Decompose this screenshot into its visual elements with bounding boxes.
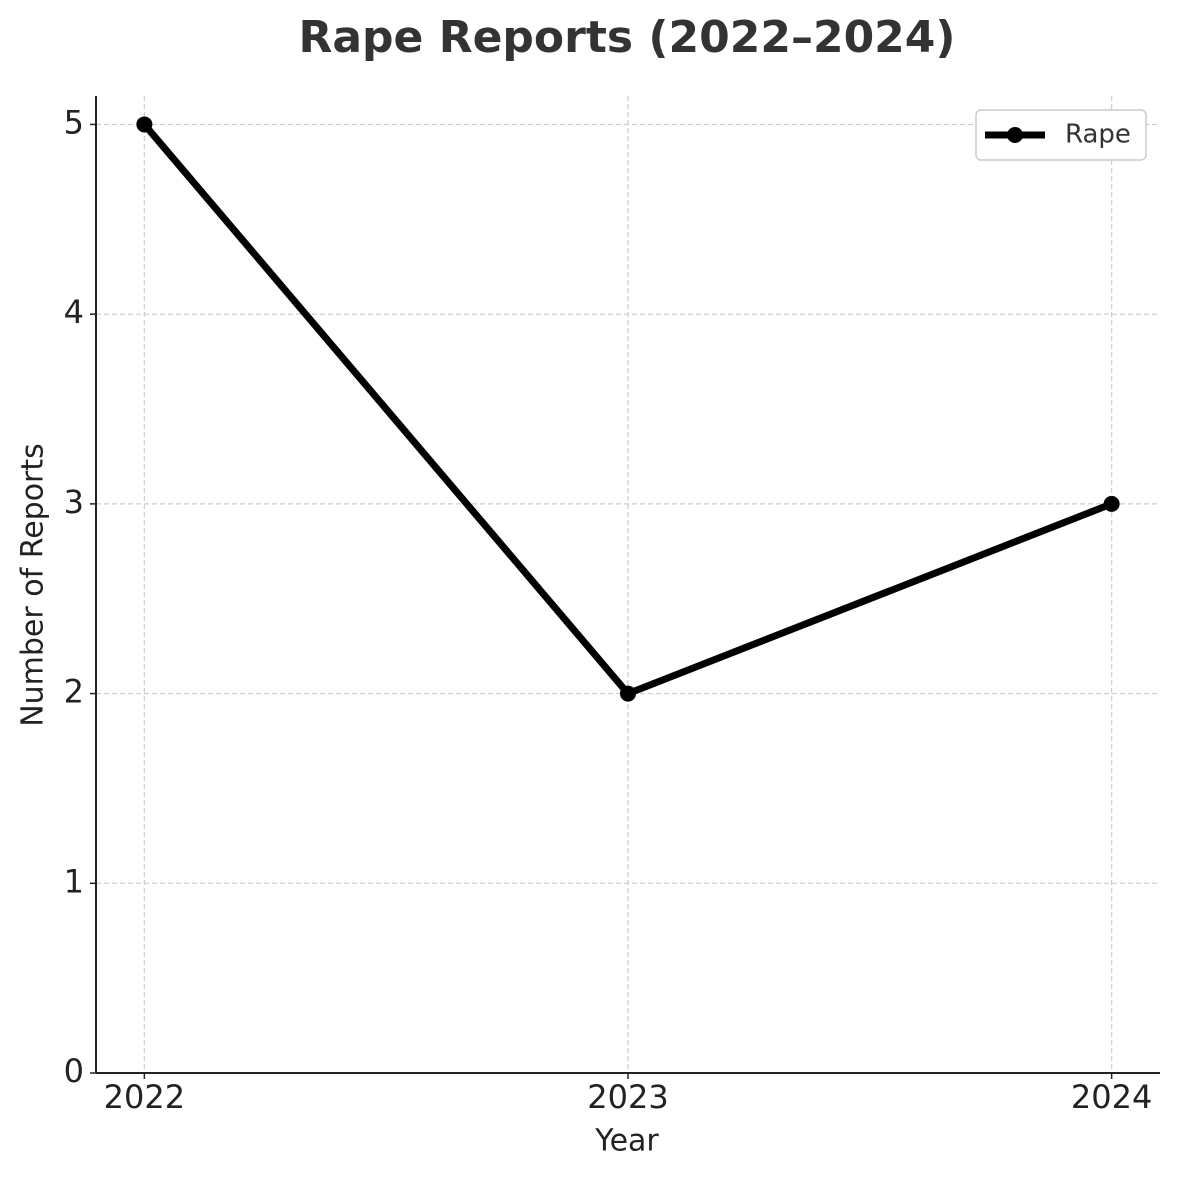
y-tick-label: 4 [64,293,84,331]
y-axis-label: Number of Reports [16,443,51,727]
x-tick-label: 2024 [1071,1078,1152,1116]
y-tick-label: 5 [64,103,84,141]
legend-marker [1007,127,1023,143]
x-tick-label: 2022 [104,1078,185,1116]
data-point [620,685,636,702]
y-tick-label: 0 [64,1052,84,1090]
chart-title: Rape Reports (2022–2024) [298,12,955,63]
y-tick-label: 2 [64,673,84,711]
data-point [136,116,153,133]
y-tick-label: 3 [64,483,84,521]
y-tick-label: 1 [64,862,84,900]
x-tick-label: 2023 [587,1078,668,1116]
data-point [1103,495,1120,512]
x-axis-label: Year [594,1124,659,1159]
legend-box [975,109,1147,161]
legend-label: Rape [1065,120,1131,150]
